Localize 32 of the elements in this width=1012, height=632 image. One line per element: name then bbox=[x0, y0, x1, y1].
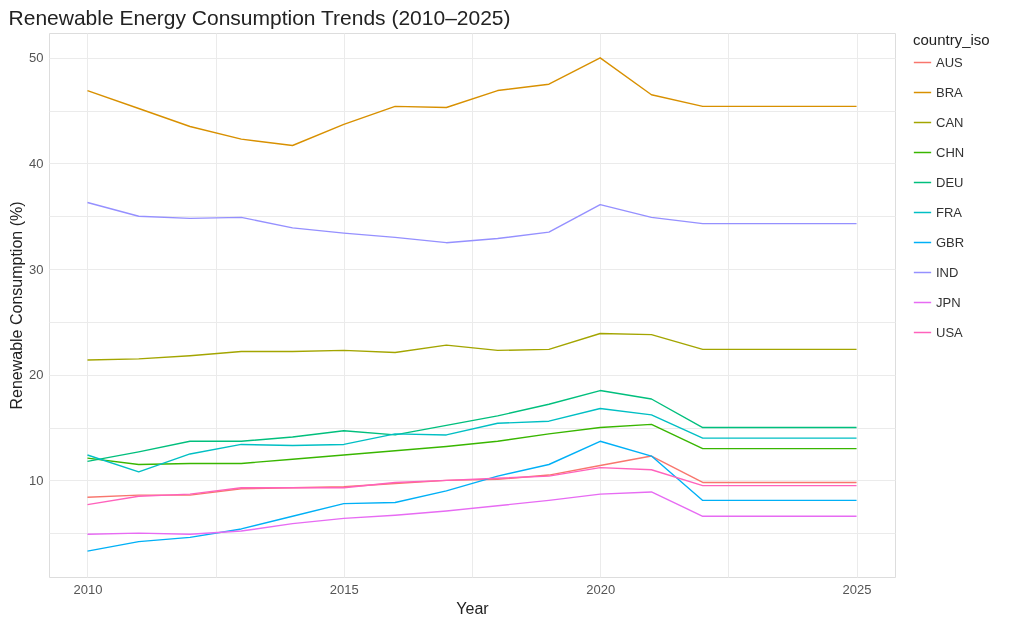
x-tick-label: 2020 bbox=[586, 581, 616, 597]
y-tick-label: 30 bbox=[29, 261, 44, 277]
legend-title: country_iso bbox=[913, 31, 990, 48]
legend-label: IND bbox=[936, 264, 959, 280]
y-tick-label: 20 bbox=[29, 367, 44, 383]
x-tick-label: 2015 bbox=[329, 581, 359, 597]
x-tick-label: 2010 bbox=[73, 581, 103, 597]
x-axis-title: Year bbox=[456, 599, 490, 617]
line-series bbox=[86, 57, 858, 147]
line-series bbox=[86, 389, 858, 463]
legend-label: AUS bbox=[936, 54, 964, 70]
line-series bbox=[86, 466, 858, 506]
line-series bbox=[86, 440, 858, 552]
legend-label: USA bbox=[936, 324, 964, 340]
y-tick-label: 40 bbox=[29, 155, 44, 171]
line-series bbox=[86, 201, 858, 244]
y-tick-label: 10 bbox=[29, 472, 44, 488]
y-tick-label: 50 bbox=[29, 50, 44, 66]
legend-label: CAN bbox=[936, 114, 964, 130]
legend-label: JPN bbox=[936, 294, 961, 310]
line-series bbox=[86, 332, 858, 361]
legend-label: GBR bbox=[936, 234, 965, 250]
legend-label: FRA bbox=[936, 204, 963, 220]
line-series bbox=[86, 423, 858, 466]
line-series bbox=[86, 407, 858, 473]
line-series bbox=[86, 491, 858, 535]
chart-title: Renewable Energy Consumption Trends (2010–2025) bbox=[8, 6, 511, 29]
x-tick-label: 2025 bbox=[842, 581, 872, 597]
legend-label: CHN bbox=[936, 144, 965, 160]
legend-label: DEU bbox=[936, 174, 964, 190]
legend-label: BRA bbox=[936, 84, 964, 100]
y-axis-title: Renewable Consumption (%) bbox=[8, 201, 26, 410]
